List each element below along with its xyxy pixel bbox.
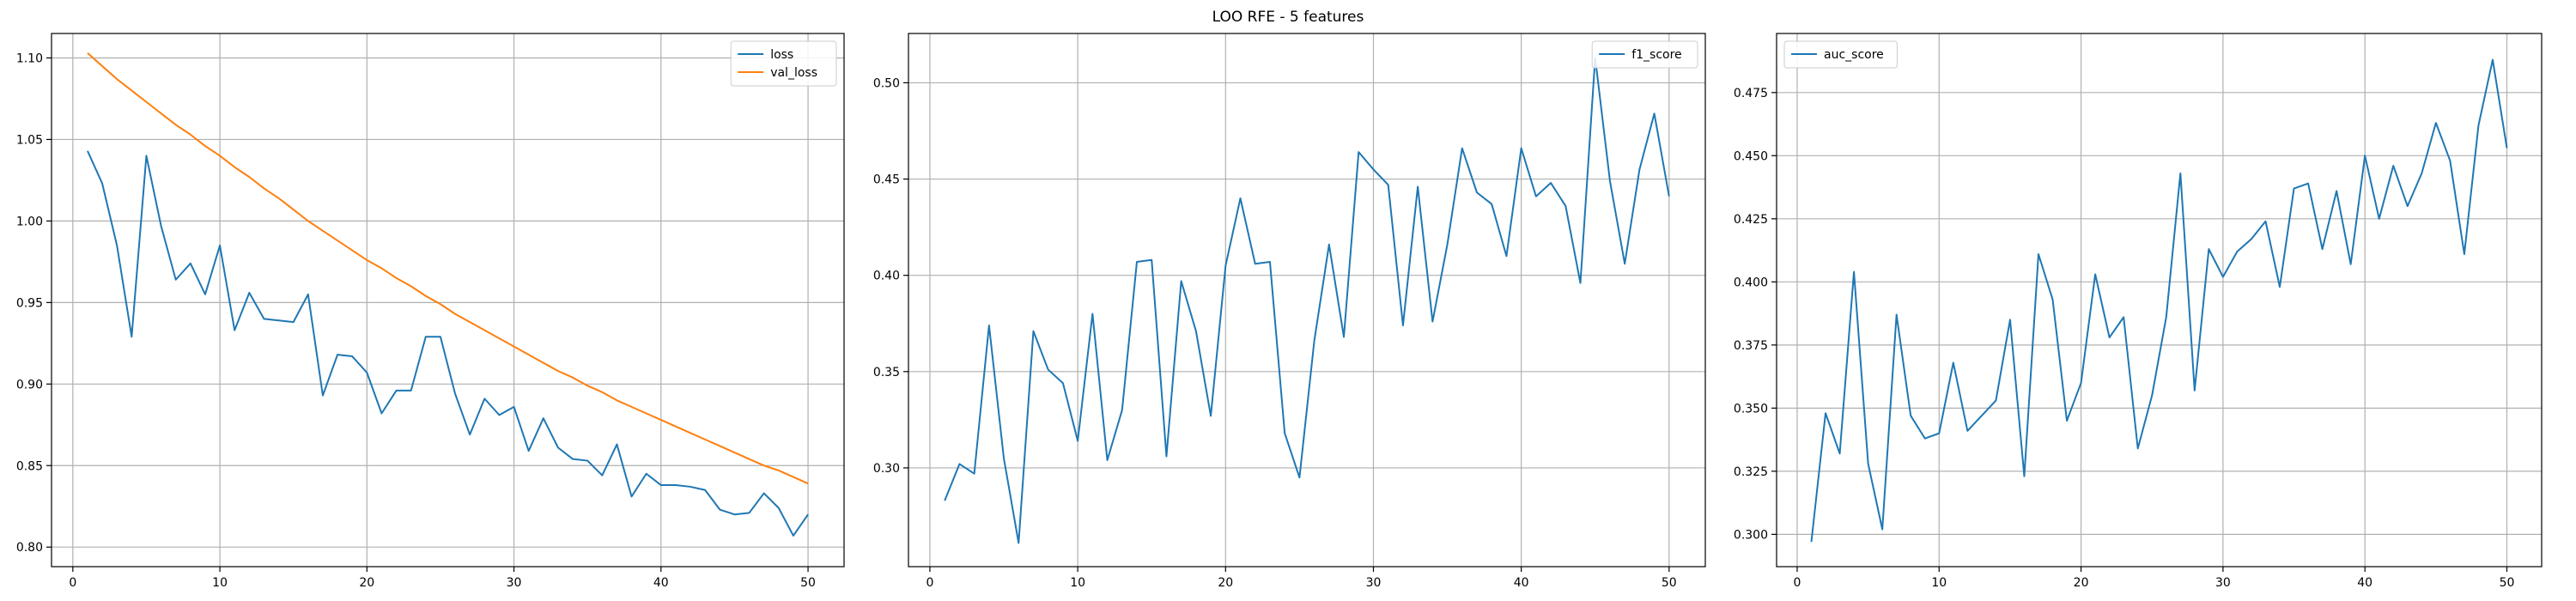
- x-tick-label: 0: [927, 576, 934, 590]
- y-tick-label: 0.30: [873, 462, 900, 476]
- auc-score-chart-panel: 0 10 20 30 40 50 0.300 0.325 0.350 0.375 0.400 0.42…: [1734, 33, 2543, 590]
- series-line-f1-score: [944, 57, 1670, 544]
- legend-box: [730, 40, 837, 87]
- x-tick-label: 40: [653, 576, 669, 590]
- legend-label: auc_score: [1824, 48, 1884, 62]
- y-tick-label: 0.325: [1734, 465, 1768, 479]
- y-tick-label: 0.95: [16, 296, 43, 310]
- y-tick-label: 1.10: [16, 52, 43, 65]
- y-tick-label: 0.50: [873, 76, 900, 90]
- axes-frame: [51, 33, 845, 568]
- y-tick-label: 0.475: [1734, 87, 1768, 100]
- y-tick-label: 0.45: [873, 173, 900, 187]
- x-tick-label: 40: [1514, 576, 1529, 590]
- legend-label: val_loss: [770, 66, 817, 80]
- legend-box: [1783, 40, 1898, 69]
- y-tick-label: 0.85: [16, 459, 43, 473]
- x-tick-label: 20: [2074, 576, 2089, 590]
- legend: loss val_loss: [730, 40, 837, 87]
- loss-chart-panel: 0 10 20 30 40 50 0.80 0.85 0.90 0.95 1.00 1.05 1.10 l…: [16, 33, 845, 590]
- legend-label: f1_score: [1631, 48, 1681, 62]
- x-tick-label: 50: [800, 576, 816, 590]
- y-tick-label: 0.400: [1734, 276, 1768, 289]
- x-tick-label: 0: [1794, 576, 1801, 590]
- figure-title: LOO RFE - 5 features: [1212, 9, 1364, 26]
- x-tick-label: 40: [2357, 576, 2372, 590]
- x-tick-label: 50: [2500, 576, 2515, 590]
- y-tick-label: 0.375: [1734, 339, 1768, 353]
- f1-score-chart-panel: 0 10 20 30 40 50 0.30 0.35 0.40 0.45 0.50 f1_score: [873, 33, 1706, 590]
- y-tick-label: 0.35: [873, 366, 900, 379]
- legend: auc_score: [1783, 40, 1898, 69]
- y-tick-label: 0.350: [1734, 402, 1768, 416]
- x-tick-label: 10: [1070, 576, 1085, 590]
- series-line-auc-score: [1810, 58, 2508, 543]
- y-tick-label: 0.80: [16, 541, 43, 555]
- x-tick-label: 10: [212, 576, 228, 590]
- x-tick-label: 0: [69, 576, 76, 590]
- axes-frame: [908, 33, 1706, 568]
- series-line-val-loss: [87, 52, 809, 485]
- legend-box: [1591, 40, 1698, 69]
- series-line-loss: [87, 150, 809, 537]
- x-tick-label: 30: [2215, 576, 2231, 590]
- x-tick-label: 30: [507, 576, 522, 590]
- y-tick-label: 0.425: [1734, 213, 1768, 227]
- legend: f1_score: [1591, 40, 1698, 69]
- y-tick-label: 0.450: [1734, 149, 1768, 163]
- legend-label: loss: [770, 48, 793, 62]
- x-tick-label: 10: [1931, 576, 1947, 590]
- y-tick-label: 1.00: [16, 215, 43, 228]
- x-tick-label: 20: [1218, 576, 1233, 590]
- x-tick-label: 20: [359, 576, 374, 590]
- x-tick-label: 50: [1662, 576, 1677, 590]
- axes-frame: [1776, 33, 2543, 568]
- x-tick-label: 30: [1366, 576, 1382, 590]
- y-tick-label: 0.40: [873, 270, 900, 283]
- y-tick-label: 0.90: [16, 378, 43, 392]
- y-tick-label: 0.300: [1734, 528, 1768, 542]
- y-tick-label: 1.05: [16, 133, 43, 147]
